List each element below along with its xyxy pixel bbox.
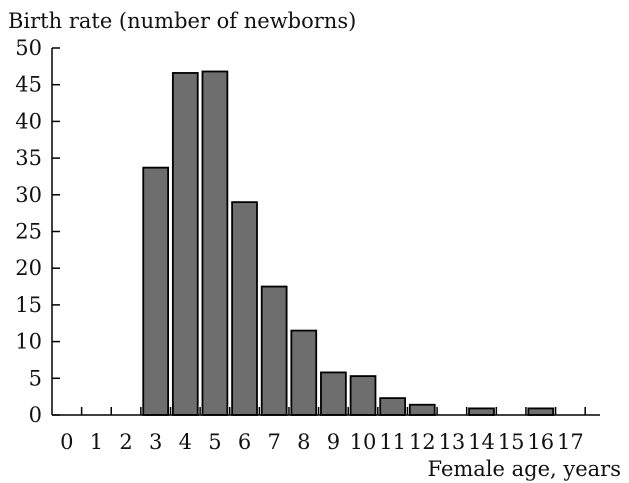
x-tick-label: 14 xyxy=(468,430,495,454)
y-tick-label: 15 xyxy=(15,293,42,317)
y-tick-label: 35 xyxy=(15,146,42,170)
bar-age-9 xyxy=(320,371,347,416)
axes-group xyxy=(51,47,600,416)
y-tick-label: 0 xyxy=(29,403,42,427)
bar-age-5 xyxy=(201,70,229,416)
x-tick-labels: 0 1 2 3 4 5 6 7 8 9 10 11 12 13 14 15 16 17 xyxy=(60,430,584,454)
x-tick-label: 9 xyxy=(327,430,340,454)
bar-age-14 xyxy=(468,407,495,416)
x-tick-label: 13 xyxy=(439,430,466,454)
bar-age-8 xyxy=(290,329,318,416)
x-tick-label: 17 xyxy=(557,430,584,454)
x-tick-label: 10 xyxy=(350,430,377,454)
bar-age-7 xyxy=(260,285,288,416)
y-tick-label: 40 xyxy=(15,109,42,133)
y-tick-label: 30 xyxy=(15,183,42,207)
y-axis-title: Birth rate (number of newborns) xyxy=(8,9,356,33)
bar-age-11 xyxy=(379,397,406,416)
x-axis-title: Female age, years xyxy=(428,457,621,481)
x-tick-label: 2 xyxy=(119,430,132,454)
bar-age-6 xyxy=(231,201,258,416)
y-tick-label: 25 xyxy=(15,220,42,244)
y-tick-label: 50 xyxy=(15,36,42,60)
x-tick-label: 11 xyxy=(379,430,406,454)
y-tick-label: 5 xyxy=(29,366,42,390)
x-tick-label: 6 xyxy=(238,430,251,454)
x-tick-label: 8 xyxy=(297,430,310,454)
y-tick-label: 20 xyxy=(15,256,42,280)
x-tick-label: 5 xyxy=(208,430,221,454)
bars-group xyxy=(142,70,555,416)
bar-age-12 xyxy=(408,403,436,416)
x-tick-label: 1 xyxy=(90,430,103,454)
bar-age-4 xyxy=(171,72,199,416)
x-tick-label: 16 xyxy=(527,430,554,454)
y-tick-label: 10 xyxy=(15,330,42,354)
x-tick-label: 15 xyxy=(498,430,525,454)
x-tick-label: 3 xyxy=(149,430,162,454)
x-tick-label: 0 xyxy=(60,430,73,454)
bar-age-10 xyxy=(349,375,377,416)
bar-age-16 xyxy=(527,407,555,416)
x-tick-label: 4 xyxy=(179,430,192,454)
y-tick-labels: 0 5 10 15 20 25 30 35 40 45 50 xyxy=(15,36,42,427)
x-tick-label: 12 xyxy=(409,430,436,454)
bar-age-3 xyxy=(142,166,170,416)
x-tick-label: 7 xyxy=(267,430,280,454)
y-tick-label: 45 xyxy=(15,73,42,97)
